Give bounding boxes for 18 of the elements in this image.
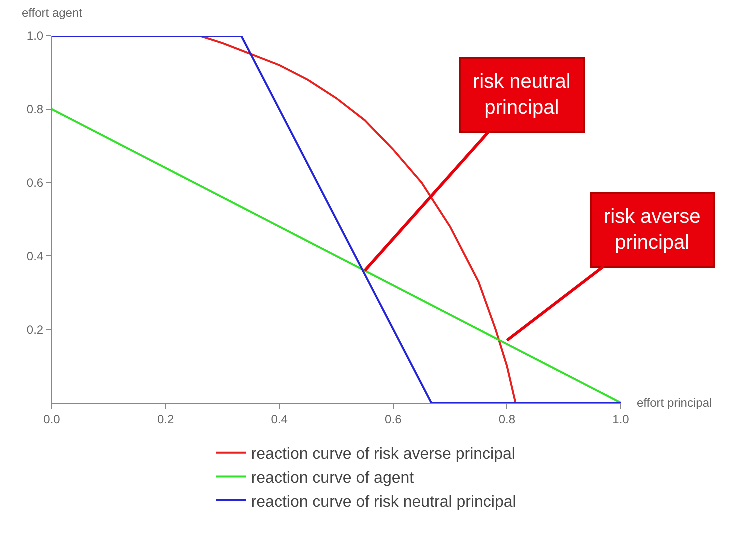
y-tick-label: 0.2	[26, 322, 44, 337]
x-tick-label: 0.4	[271, 412, 288, 426]
y-tick-label: 0.8	[26, 102, 44, 117]
x-tick-label: 0.6	[385, 412, 402, 426]
legend-label: reaction curve of risk averse principal	[251, 446, 516, 464]
legend-label: reaction curve of agent	[251, 470, 415, 487]
legend-label: reaction curve of risk neutral principal	[251, 494, 516, 511]
y-tick-label: 1.0	[26, 29, 44, 44]
annotation: risk averse principal	[604, 206, 701, 254]
y-axis-title: effort agent	[22, 6, 84, 20]
x-tick-label: 1.0	[612, 412, 630, 426]
y-tick-label: 0.4	[26, 249, 44, 264]
annotation: risk neutral principal	[473, 71, 571, 119]
x-tick-label: 0.0	[44, 412, 61, 426]
x-tick-label: 0.2	[157, 412, 174, 426]
x-tick-label: 0.8	[498, 412, 516, 426]
y-tick-label: 0.6	[26, 176, 44, 190]
x-axis-title: effort principal	[637, 396, 712, 410]
